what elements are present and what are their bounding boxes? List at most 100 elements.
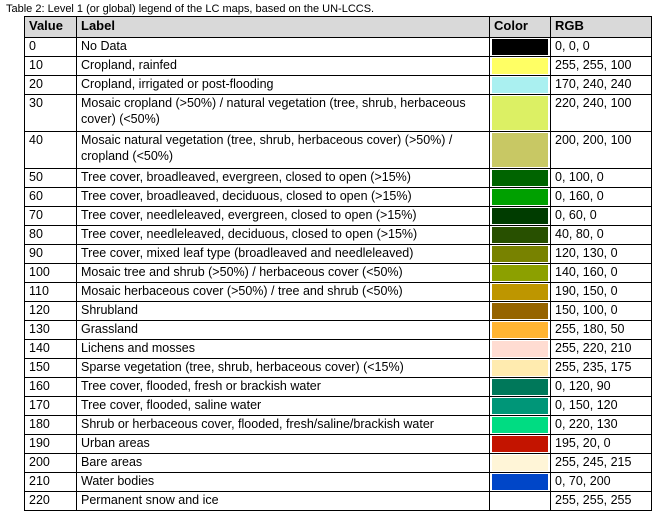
rgb-cell: 0, 220, 130 — [550, 415, 652, 435]
label-cell: Tree cover, flooded, fresh or brackish w… — [76, 377, 490, 397]
legend-table: Value Label Color RGB 0 No Data 0, 0, 0 10 C… — [24, 16, 652, 511]
value-cell: 140 — [24, 339, 77, 359]
table-row: 40 Mosaic natural vegetation (tree, shrub… — [24, 131, 652, 169]
label-cell: Permanent snow and ice — [76, 491, 490, 511]
value-cell: 110 — [24, 282, 77, 302]
color-swatch — [492, 189, 548, 205]
header-row: Value Label Color RGB — [24, 16, 652, 38]
color-swatch — [492, 360, 548, 376]
rgb-cell: 220, 240, 100 — [550, 94, 652, 132]
rgb-cell: 0, 150, 120 — [550, 396, 652, 416]
table-row: 120 Shrubland 150, 100, 0 — [24, 301, 652, 321]
rgb-cell: 120, 130, 0 — [550, 244, 652, 264]
table-row: 170 Tree cover, flooded, saline water 0, 1… — [24, 396, 652, 416]
table-row: 140 Lichens and mosses 255, 220, 210 — [24, 339, 652, 359]
value-cell: 80 — [24, 225, 77, 245]
color-cell — [489, 75, 551, 95]
color-swatch — [492, 341, 548, 357]
value-cell: 180 — [24, 415, 77, 435]
color-swatch — [492, 493, 548, 509]
color-swatch — [492, 77, 548, 93]
value-cell: 40 — [24, 131, 77, 169]
color-cell — [489, 472, 551, 492]
color-swatch — [492, 474, 548, 490]
rgb-cell: 255, 235, 175 — [550, 358, 652, 378]
color-cell — [489, 396, 551, 416]
table-row: 200 Bare areas 255, 245, 215 — [24, 453, 652, 473]
rgb-cell: 0, 60, 0 — [550, 206, 652, 226]
color-swatch — [492, 379, 548, 395]
label-cell: Tree cover, needleleaved, deciduous, clo… — [76, 225, 490, 245]
legend-body: 0 No Data 0, 0, 0 10 Cropland, rainfed 255, 2… — [24, 37, 652, 511]
table-row: 210 Water bodies 0, 70, 200 — [24, 472, 652, 492]
color-swatch — [492, 227, 548, 243]
value-cell: 120 — [24, 301, 77, 321]
label-cell: Tree cover, broadleaved, evergreen, clos… — [76, 168, 490, 188]
color-cell — [489, 415, 551, 435]
color-cell — [489, 244, 551, 264]
color-swatch — [492, 170, 548, 186]
header-rgb: RGB — [550, 16, 652, 38]
label-cell: No Data — [76, 37, 490, 57]
value-cell: 60 — [24, 187, 77, 207]
label-cell: Sparse vegetation (tree, shrub, herbaceo… — [76, 358, 490, 378]
rgb-cell: 0, 100, 0 — [550, 168, 652, 188]
color-cell — [489, 56, 551, 76]
rgb-cell: 255, 220, 210 — [550, 339, 652, 359]
color-swatch — [492, 303, 548, 319]
label-cell: Bare areas — [76, 453, 490, 473]
value-cell: 170 — [24, 396, 77, 416]
rgb-cell: 255, 180, 50 — [550, 320, 652, 340]
value-cell: 130 — [24, 320, 77, 340]
label-cell: Tree cover, mixed leaf type (broadleaved… — [76, 244, 490, 264]
color-cell — [489, 206, 551, 226]
color-cell — [489, 94, 551, 132]
value-cell: 90 — [24, 244, 77, 264]
rgb-cell: 0, 70, 200 — [550, 472, 652, 492]
label-cell: Grassland — [76, 320, 490, 340]
table-row: 80 Tree cover, needleleaved, deciduous, c… — [24, 225, 652, 245]
table-row: 60 Tree cover, broadleaved, deciduous, cl… — [24, 187, 652, 207]
color-swatch — [492, 58, 548, 74]
header-color: Color — [489, 16, 551, 38]
table-row: 130 Grassland 255, 180, 50 — [24, 320, 652, 340]
color-swatch — [492, 265, 548, 281]
color-swatch — [492, 322, 548, 338]
label-cell: Cropland, rainfed — [76, 56, 490, 76]
color-swatch — [492, 398, 548, 414]
rgb-cell: 40, 80, 0 — [550, 225, 652, 245]
rgb-cell: 200, 200, 100 — [550, 131, 652, 169]
table-row: 0 No Data 0, 0, 0 — [24, 37, 652, 57]
color-swatch — [492, 96, 548, 130]
color-cell — [489, 187, 551, 207]
color-swatch — [492, 246, 548, 262]
color-cell — [489, 377, 551, 397]
color-cell — [489, 339, 551, 359]
color-swatch — [492, 133, 548, 167]
label-cell: Mosaic natural vegetation (tree, shrub, … — [76, 131, 490, 169]
color-cell — [489, 168, 551, 188]
value-cell: 150 — [24, 358, 77, 378]
value-cell: 210 — [24, 472, 77, 492]
table-caption: Table 2: Level 1 (or global) legend of t… — [6, 3, 375, 15]
table-row: 190 Urban areas 195, 20, 0 — [24, 434, 652, 454]
label-cell: Mosaic herbaceous cover (>50%) / tree an… — [76, 282, 490, 302]
label-cell: Mosaic cropland (>50%) / natural vegetat… — [76, 94, 490, 132]
value-cell: 10 — [24, 56, 77, 76]
table-row: 10 Cropland, rainfed 255, 255, 100 — [24, 56, 652, 76]
value-cell: 220 — [24, 491, 77, 511]
color-swatch — [492, 436, 548, 452]
label-cell: Water bodies — [76, 472, 490, 492]
rgb-cell: 255, 255, 255 — [550, 491, 652, 511]
rgb-cell: 0, 0, 0 — [550, 37, 652, 57]
value-cell: 200 — [24, 453, 77, 473]
value-cell: 0 — [24, 37, 77, 57]
color-cell — [489, 263, 551, 283]
label-cell: Mosaic tree and shrub (>50%) / herbaceou… — [76, 263, 490, 283]
table-row: 90 Tree cover, mixed leaf type (broadleav… — [24, 244, 652, 264]
rgb-cell: 0, 160, 0 — [550, 187, 652, 207]
table-row: 180 Shrub or herbaceous cover, flooded, f… — [24, 415, 652, 435]
label-cell: Tree cover, needleleaved, evergreen, clo… — [76, 206, 490, 226]
color-swatch — [492, 39, 548, 55]
value-cell: 30 — [24, 94, 77, 132]
